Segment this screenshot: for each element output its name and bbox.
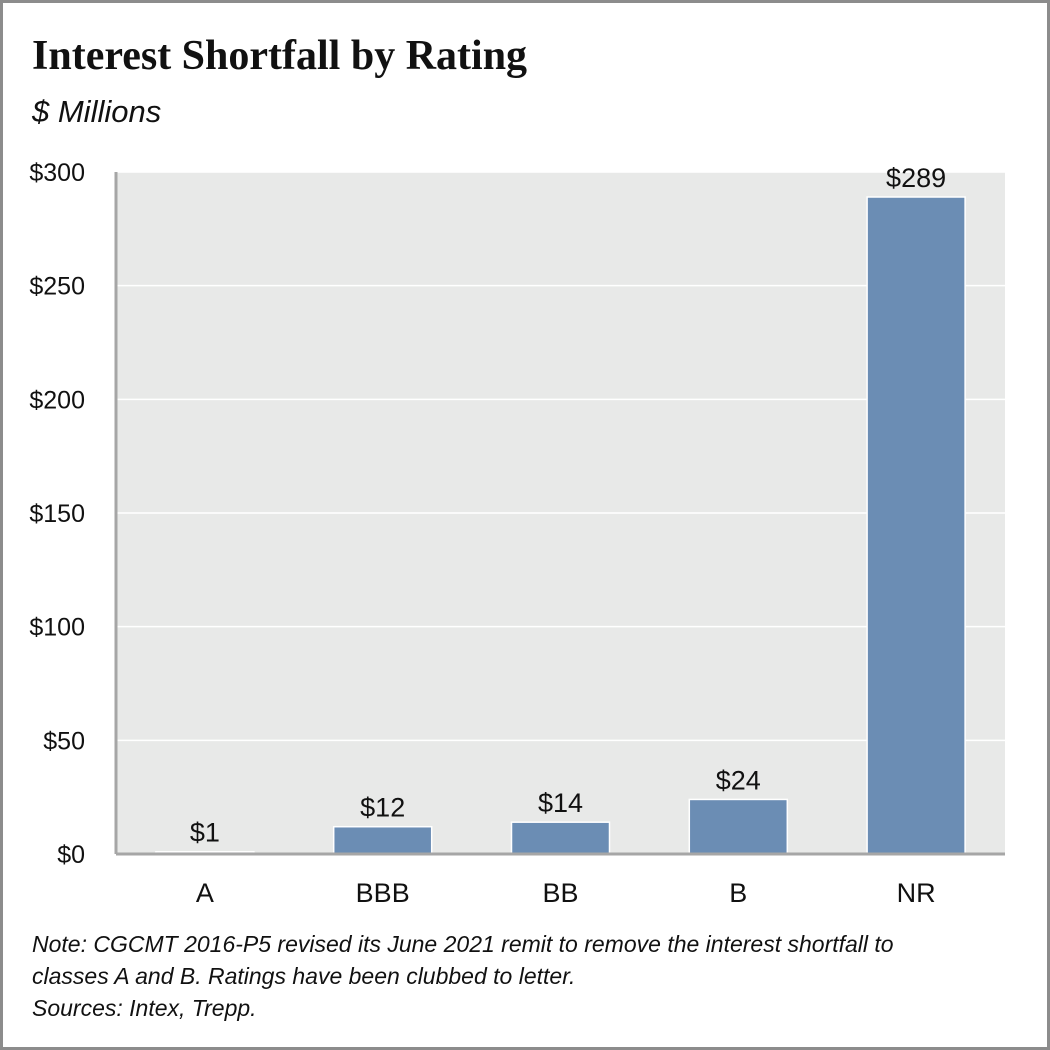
note-line-1: Note: CGCMT 2016-P5 revised its June 202… bbox=[32, 931, 894, 957]
x-tick-label: A bbox=[196, 878, 214, 908]
bar bbox=[688, 798, 789, 855]
data-label: $1 bbox=[190, 818, 220, 848]
bar bbox=[510, 821, 611, 855]
y-tick-label: $200 bbox=[29, 386, 85, 414]
data-label: $289 bbox=[886, 163, 946, 193]
y-tick-label: $0 bbox=[57, 841, 85, 869]
y-tick-label: $300 bbox=[29, 159, 85, 187]
bar-chart: $0 $50 $100 $150 $200 $250 $300 $1 A $12 BBB $14 BB $… bbox=[29, 159, 1005, 908]
x-tick-label: B bbox=[729, 878, 747, 908]
y-tick-label: $150 bbox=[29, 500, 85, 528]
bar bbox=[866, 196, 966, 855]
x-tick-label: NR bbox=[897, 878, 936, 908]
note-line-3: Sources: Intex, Trepp. bbox=[32, 995, 257, 1021]
data-label: $14 bbox=[538, 788, 583, 818]
note-line-2: classes A and B. Ratings have been clubb… bbox=[32, 963, 576, 989]
y-tick-label: $100 bbox=[29, 614, 85, 642]
x-tick-label: BB bbox=[542, 878, 578, 908]
y-tick-label: $250 bbox=[29, 273, 85, 301]
x-tick-label: BBB bbox=[356, 878, 410, 908]
chart-title: Interest Shortfall by Rating bbox=[32, 33, 528, 79]
chart-subtitle: $ Millions bbox=[32, 94, 162, 129]
chart-note: Note: CGCMT 2016-P5 revised its June 202… bbox=[32, 928, 1022, 1024]
data-label: $24 bbox=[716, 765, 761, 795]
bar bbox=[332, 825, 433, 855]
data-label: $12 bbox=[360, 793, 405, 823]
y-tick-label: $50 bbox=[43, 727, 85, 755]
